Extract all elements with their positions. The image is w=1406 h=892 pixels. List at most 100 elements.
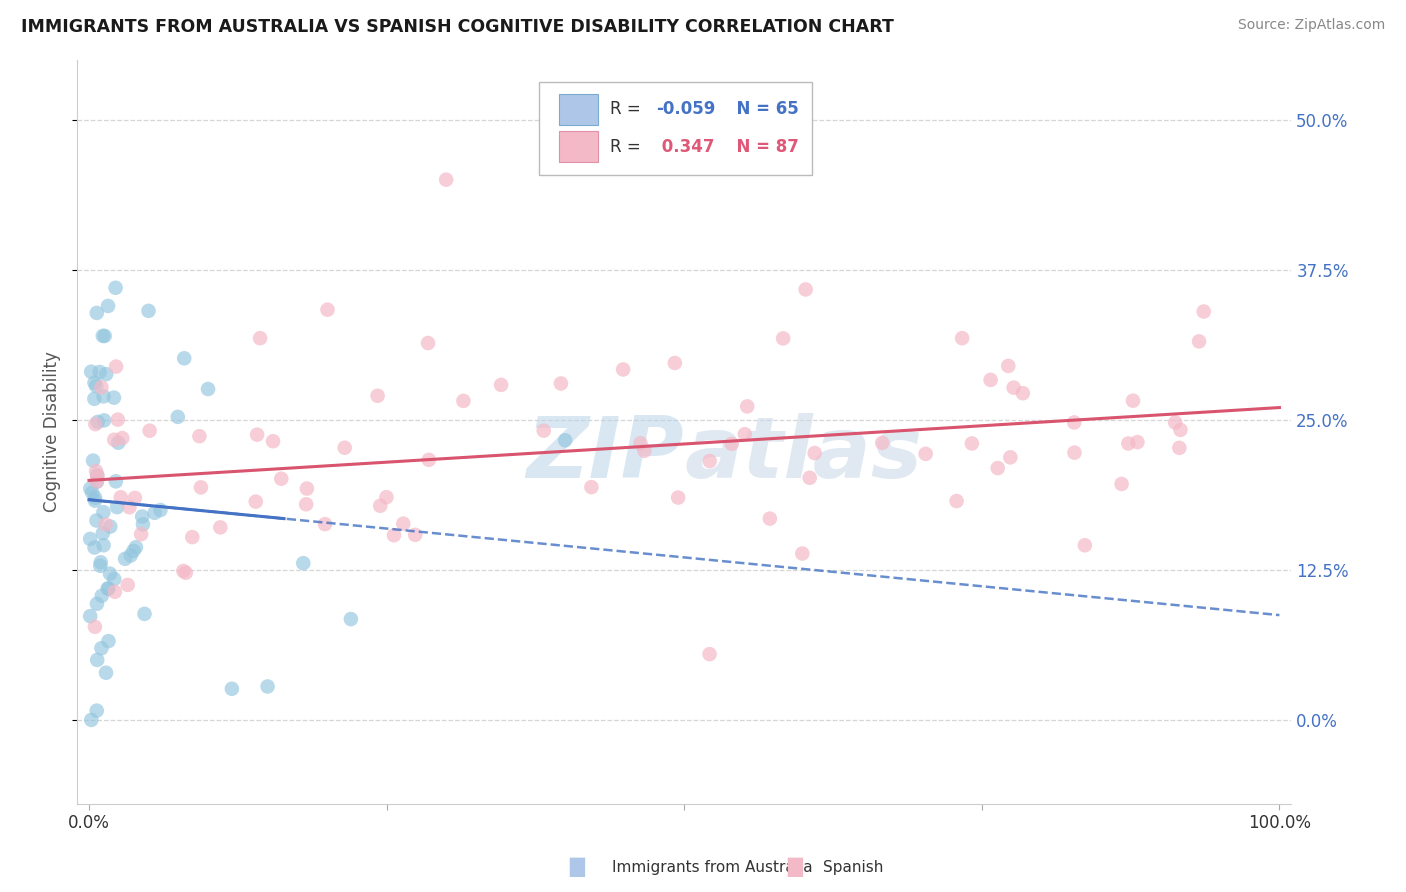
Point — [93, 538, 115, 552]
Point — [143, 506, 166, 520]
Point — [262, 434, 284, 449]
Point — [110, 491, 132, 505]
Point — [1002, 381, 1025, 395]
Point — [1011, 386, 1033, 401]
Point — [96, 367, 118, 381]
Point — [86, 468, 108, 483]
Point — [79, 609, 101, 624]
Text: █: █ — [569, 857, 583, 877]
Point — [82, 485, 104, 500]
Point — [104, 475, 127, 489]
Point — [84, 491, 107, 505]
Point — [734, 427, 756, 442]
Text: N = 65: N = 65 — [725, 101, 799, 119]
Point — [90, 380, 112, 394]
Text: N = 87: N = 87 — [725, 137, 800, 156]
Point — [375, 490, 398, 504]
Point — [550, 376, 572, 391]
Point — [124, 491, 146, 505]
Point — [94, 517, 117, 532]
Point — [416, 336, 439, 351]
Point — [699, 454, 721, 468]
Point — [84, 493, 107, 508]
Point — [149, 503, 172, 517]
Point — [80, 365, 103, 379]
Point — [90, 555, 112, 569]
Text: ZIP: ZIP — [527, 413, 685, 496]
Point — [209, 520, 232, 534]
Point — [249, 331, 271, 345]
Text: IMMIGRANTS FROM AUSTRALIA VS SPANISH COGNITIVE DISABILITY CORRELATION CHART: IMMIGRANTS FROM AUSTRALIA VS SPANISH COG… — [21, 18, 894, 36]
Point — [1063, 445, 1085, 459]
Point — [1192, 304, 1215, 318]
Point — [104, 584, 127, 599]
Point — [93, 389, 115, 403]
Point — [93, 505, 115, 519]
Point — [132, 517, 155, 532]
Point — [803, 446, 825, 460]
Text: Spanish: Spanish — [823, 860, 883, 874]
Point — [129, 527, 152, 541]
Point — [111, 431, 134, 445]
Point — [90, 641, 112, 656]
Point — [83, 541, 105, 555]
Point — [120, 549, 142, 563]
Point — [86, 513, 108, 527]
Point — [91, 526, 114, 541]
Point — [1074, 538, 1097, 552]
Point — [93, 413, 115, 427]
Point — [105, 500, 128, 515]
Point — [84, 464, 107, 478]
Point — [197, 382, 219, 396]
Point — [664, 356, 686, 370]
Point — [105, 359, 128, 374]
Point — [772, 331, 794, 345]
Point — [86, 469, 108, 483]
Point — [118, 500, 141, 515]
Text: R =: R = — [610, 137, 647, 156]
Point — [83, 376, 105, 390]
Point — [245, 494, 267, 508]
Point — [1168, 441, 1191, 455]
Point — [84, 620, 107, 634]
FancyBboxPatch shape — [538, 82, 811, 175]
Point — [91, 329, 114, 343]
Point — [86, 475, 108, 489]
Point — [392, 516, 415, 531]
Point — [84, 417, 107, 431]
Point — [97, 582, 120, 596]
Point — [94, 665, 117, 680]
Point — [188, 429, 211, 443]
Point — [86, 415, 108, 429]
Point — [117, 578, 139, 592]
Point — [581, 480, 603, 494]
Point — [104, 281, 127, 295]
Point — [86, 597, 108, 611]
Point — [86, 704, 108, 718]
Point — [792, 547, 814, 561]
Point — [1111, 477, 1133, 491]
Text: 0.347: 0.347 — [657, 137, 714, 156]
Point — [434, 172, 457, 186]
Point — [166, 409, 188, 424]
Point — [1164, 416, 1187, 430]
Point — [173, 351, 195, 366]
Point — [367, 389, 389, 403]
Point — [699, 647, 721, 661]
Point — [292, 556, 315, 570]
Point — [86, 475, 108, 489]
Point — [295, 482, 318, 496]
FancyBboxPatch shape — [560, 131, 598, 162]
Point — [107, 412, 129, 426]
Point — [453, 393, 475, 408]
Text: Immigrants from Australia: Immigrants from Australia — [612, 860, 813, 874]
Point — [84, 379, 107, 393]
Point — [138, 304, 160, 318]
Point — [256, 680, 278, 694]
Point — [79, 532, 101, 546]
Text: R =: R = — [610, 101, 647, 119]
Point — [107, 435, 129, 450]
Point — [172, 564, 194, 578]
Y-axis label: Cognitive Disability: Cognitive Disability — [44, 351, 60, 512]
Point — [612, 362, 634, 376]
